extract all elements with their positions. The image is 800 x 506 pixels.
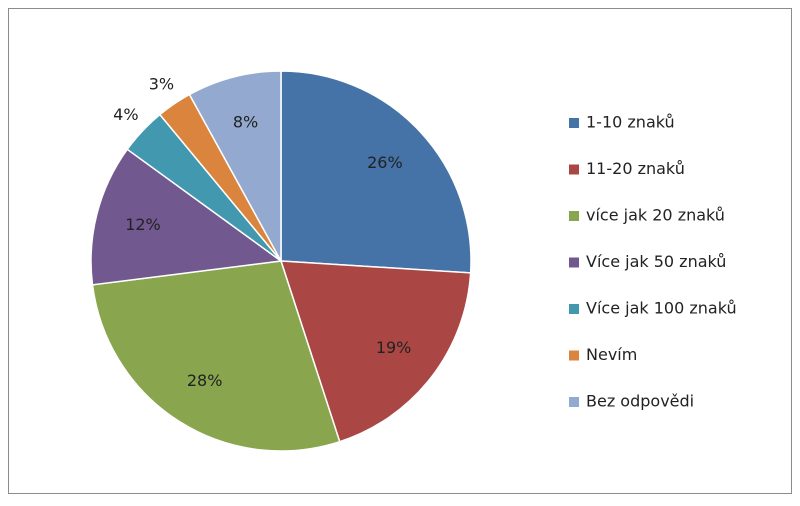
- data-label: 3%: [149, 74, 174, 93]
- legend-swatch: [569, 257, 579, 268]
- legend-label: Více jak 50 znaků: [586, 252, 726, 271]
- data-label: 8%: [233, 112, 258, 131]
- legend-label: více jak 20 znaků: [586, 206, 725, 225]
- pie-slice: [91, 260, 341, 452]
- legend-label: Nevím: [586, 345, 637, 364]
- data-label: 4%: [113, 105, 138, 124]
- legend-label: Bez odpovědi: [586, 392, 694, 411]
- legend-swatch: [569, 304, 579, 314]
- pie-slice: [279, 260, 472, 443]
- data-label: 19%: [376, 338, 412, 357]
- legend-label: 11-20 znaků: [586, 159, 685, 178]
- pie-slice: [90, 148, 283, 286]
- legend-label: 1-10 znaků: [586, 113, 675, 132]
- pie-slice: [280, 70, 472, 274]
- legend-swatch: [569, 211, 579, 221]
- legend-swatch: [569, 164, 579, 175]
- pie-slice: [188, 70, 282, 262]
- data-label: 12%: [125, 215, 161, 234]
- legend-swatch: [569, 118, 579, 128]
- data-label: 26%: [367, 153, 403, 172]
- legend-label: Více jak 100 znaků: [586, 299, 737, 318]
- data-label: 28%: [187, 371, 223, 390]
- legend-swatch: [569, 350, 579, 361]
- legend-swatch: [569, 397, 579, 407]
